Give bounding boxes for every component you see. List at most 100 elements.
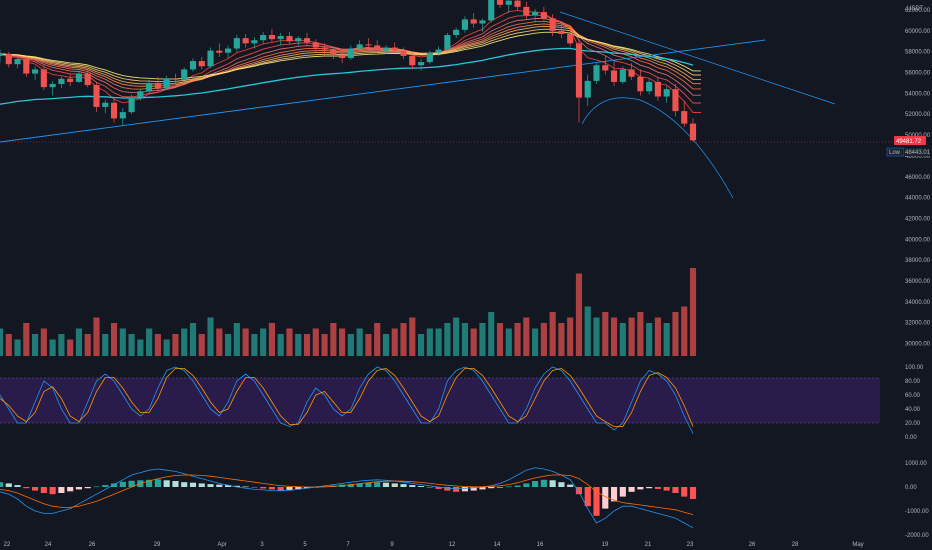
candle-body xyxy=(619,69,626,82)
macd-histogram-bar xyxy=(207,484,214,487)
volume-bar xyxy=(382,334,390,356)
macd-histogram-bar xyxy=(400,484,407,487)
macd-histogram-bar xyxy=(470,487,477,491)
stoch-rsi-lines xyxy=(0,366,694,434)
volume-bar xyxy=(0,328,4,356)
volume-bar xyxy=(32,334,39,356)
time-axis[interactable]: 22 24 26 29 Apr 3 5 7 9 12 14 16 19 21 23 26 28 May xyxy=(4,542,864,548)
last-price-value: 49481.72 xyxy=(896,139,922,145)
price-tick-label: 38000.00 xyxy=(905,258,931,264)
candle-body xyxy=(181,69,188,80)
time-tick-label: 23 xyxy=(687,542,694,548)
volume-bar xyxy=(514,323,521,356)
volume-bar xyxy=(549,312,556,356)
macd-line xyxy=(0,467,694,529)
price-pane[interactable] xyxy=(0,0,893,199)
macd-histogram-bar xyxy=(40,487,47,493)
macd-histogram-bar xyxy=(356,483,363,487)
volume-bar xyxy=(137,339,144,356)
macd-histogram-bar xyxy=(646,487,653,489)
macd-histogram-bar xyxy=(619,487,626,497)
macd-histogram-bar xyxy=(681,487,688,497)
candle-body xyxy=(119,112,126,119)
candle-body xyxy=(584,80,591,98)
macd-histogram-bar xyxy=(198,483,205,487)
trendlines[interactable] xyxy=(0,11,836,199)
volume-bar xyxy=(532,328,539,356)
volume-bar xyxy=(593,317,600,356)
volume-bar xyxy=(610,317,618,356)
volume-bar xyxy=(303,334,311,356)
low-badge: Low 48443.01 xyxy=(886,147,931,157)
candle-body xyxy=(303,38,311,43)
candle-body xyxy=(154,82,161,89)
price-tick-label: 60000.00 xyxy=(905,29,931,35)
macd-histogram-bar xyxy=(610,487,618,502)
candle-body xyxy=(225,48,232,53)
time-tick-label: 3 xyxy=(260,542,264,548)
macd-histogram-bar xyxy=(409,485,416,487)
volume-bar xyxy=(637,312,644,356)
time-tick-label: 26 xyxy=(749,542,756,548)
volume-bar xyxy=(417,334,425,356)
macd-histogram-bar xyxy=(453,487,460,492)
volume-bar xyxy=(426,328,433,356)
macd-histogram-bar xyxy=(426,487,433,488)
volume-bar xyxy=(646,323,653,356)
time-tick-label: 12 xyxy=(449,542,456,548)
macd-histogram-bar xyxy=(84,487,91,489)
volume-bar xyxy=(496,323,504,356)
macd-histogram-bar xyxy=(172,481,179,487)
candle-body xyxy=(374,45,381,51)
candle-body xyxy=(49,83,56,88)
macd-pane[interactable] xyxy=(0,467,697,529)
candle-body xyxy=(575,43,583,98)
macd-histogram-bar xyxy=(225,485,232,487)
macd-histogram-bar xyxy=(689,487,697,499)
macd-histogram-bar xyxy=(584,487,591,507)
macd-histogram-bar xyxy=(602,487,609,509)
volume-bar xyxy=(128,334,135,356)
candle-body xyxy=(339,54,346,58)
price-tick-label: 36000.00 xyxy=(905,279,931,285)
stoch-rsi-tick-label: 20.00 xyxy=(905,421,921,427)
candle-body xyxy=(146,82,153,92)
volume-bar xyxy=(207,317,214,356)
price-tick-label: 40000.00 xyxy=(905,237,931,243)
macd-histogram-bar xyxy=(146,479,153,487)
volume-bar xyxy=(461,323,468,356)
candle-body xyxy=(207,50,214,67)
macd-tick-label: -1000.00 xyxy=(905,509,929,515)
macd-histogram-bar xyxy=(23,487,30,489)
price-axis[interactable]: 62000.00 60000.00 58000.00 56000.00 54000.00… xyxy=(905,8,931,348)
macd-signal-line xyxy=(0,474,694,515)
candle-body xyxy=(400,50,407,56)
candle-body xyxy=(496,0,504,5)
candle-body xyxy=(128,97,135,113)
macd-histogram-bar xyxy=(58,487,65,493)
candle-body xyxy=(172,78,179,80)
candle-body xyxy=(593,65,600,81)
volume-bar xyxy=(602,312,609,356)
candle-body xyxy=(14,58,21,65)
time-tick-label: Apr xyxy=(217,542,226,548)
candle-body xyxy=(365,44,372,46)
volume-bar xyxy=(619,323,626,356)
candle-body xyxy=(242,38,249,44)
curved-projection-line xyxy=(581,97,734,199)
volume-bar xyxy=(321,334,328,356)
volume-bar xyxy=(391,328,398,356)
volume-bar xyxy=(575,273,583,356)
candle-body xyxy=(523,6,530,16)
volume-bar xyxy=(225,334,232,356)
candle-body xyxy=(93,85,100,107)
macd-histogram-bar xyxy=(593,487,600,516)
volume-bar xyxy=(84,334,91,356)
stoch-rsi-pane[interactable] xyxy=(0,366,880,434)
time-tick-label: 24 xyxy=(45,542,52,548)
volume-bar xyxy=(444,323,451,356)
macd-histogram-bar xyxy=(347,484,354,487)
volume-bar xyxy=(40,328,47,356)
